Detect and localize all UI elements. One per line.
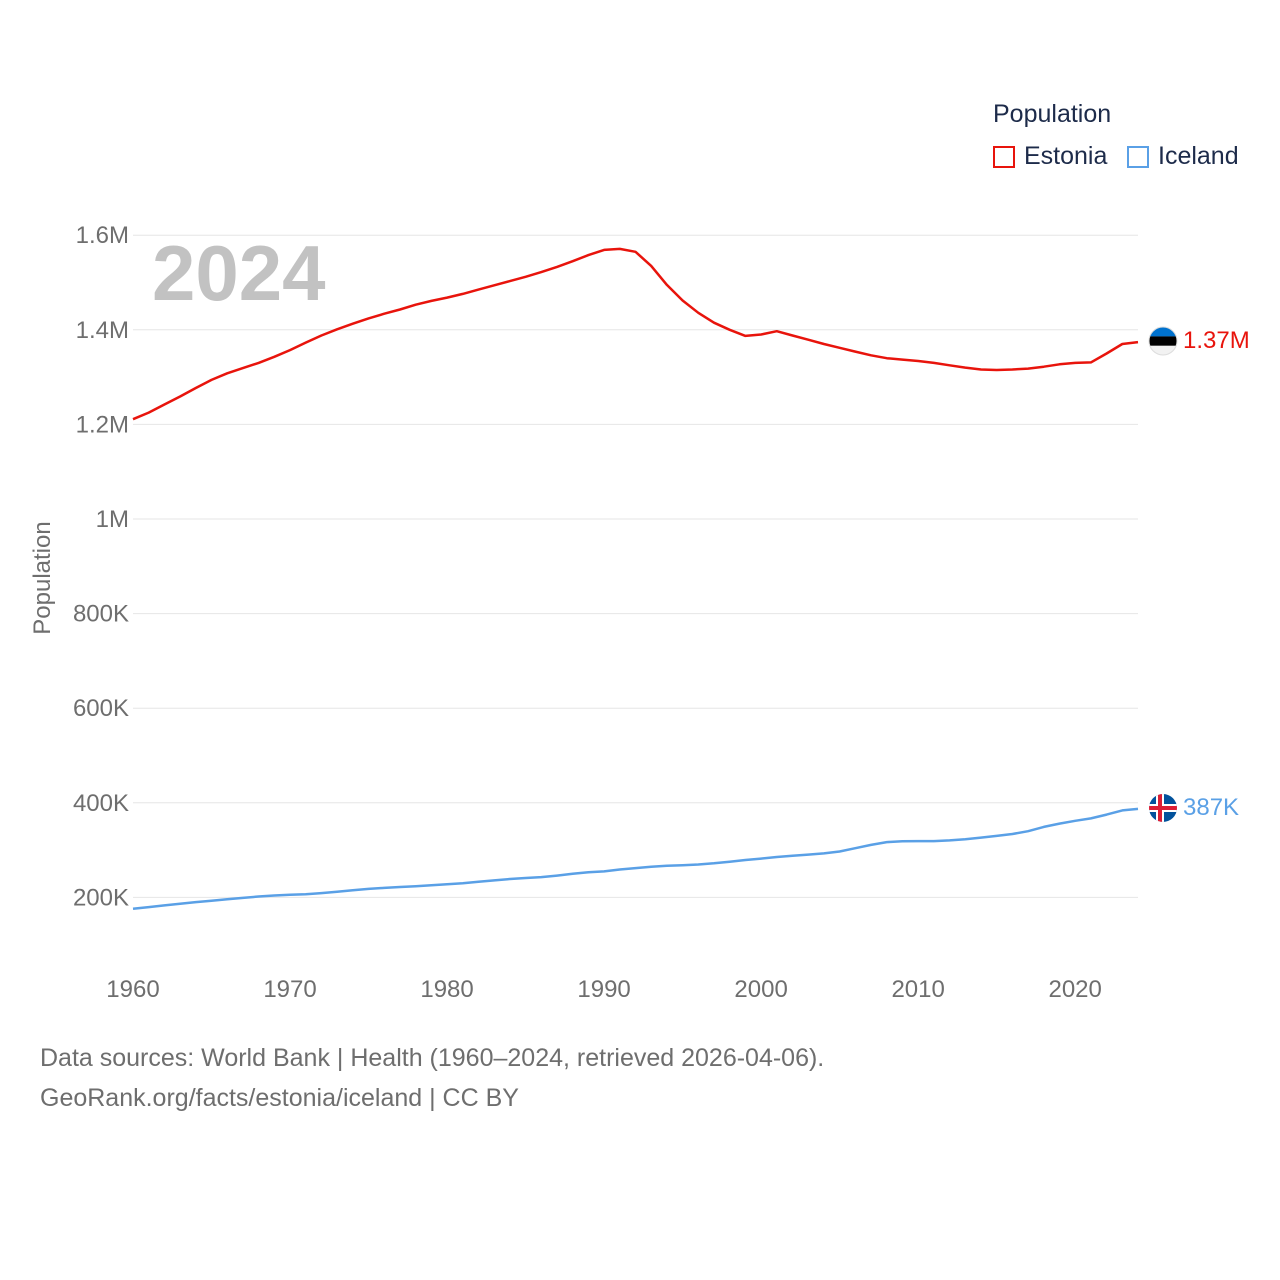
iceland-flag-icon (1149, 794, 1177, 822)
footer-attribution: GeoRank.org/facts/estonia/iceland | CC B… (40, 1084, 519, 1112)
x-axis-ticks: 1960 1970 1980 1990 2000 2010 2020 (106, 976, 1102, 1003)
x-tick-label: 2010 (891, 976, 944, 1003)
legend-swatch-iceland (1127, 145, 1149, 168)
x-tick-label: 1990 (577, 976, 630, 1003)
y-tick-label: 800K (73, 601, 129, 628)
x-tick-label: 1960 (106, 976, 159, 1003)
x-tick-label: 1970 (263, 976, 316, 1003)
y-tick-label: 600K (73, 695, 129, 722)
estonia-end-label: 1.37M (1183, 327, 1250, 354)
series-lines (132, 247, 1139, 911)
legend-item-iceland[interactable]: Iceland (1127, 142, 1239, 171)
series-line-iceland (132, 807, 1139, 911)
series-line-estonia (132, 247, 1139, 421)
y-tick-label: 1.4M (76, 317, 129, 344)
legend-swatch-estonia (993, 145, 1015, 168)
estonia-flag-icon (1148, 326, 1178, 356)
y-tick-label: 1.6M (76, 222, 129, 249)
legend-label-estonia: Estonia (1024, 142, 1108, 170)
y-tick-label: 200K (73, 884, 129, 911)
y-tick-label: 1M (96, 506, 129, 533)
end-markers (1148, 326, 1178, 822)
y-axis-ticks: 200K 400K 600K 800K 1M 1.2M 1.4M 1.6M (73, 222, 129, 911)
legend-item-estonia[interactable]: Estonia (993, 142, 1107, 171)
iceland-end-label: 387K (1183, 794, 1239, 821)
x-tick-label: 2000 (734, 976, 787, 1003)
y-tick-label: 400K (73, 790, 129, 817)
year-watermark: 2024 (152, 229, 326, 317)
legend-title: Population (993, 100, 1112, 128)
y-tick-label: 1.2M (76, 411, 129, 438)
grid-lines (133, 234, 1138, 898)
y-axis-label: Population (29, 521, 56, 634)
x-tick-label: 2020 (1048, 976, 1101, 1003)
footer-sources: Data sources: World Bank | Health (1960–… (40, 1044, 825, 1072)
legend-label-iceland: Iceland (1158, 142, 1239, 170)
x-tick-label: 1980 (420, 976, 473, 1003)
